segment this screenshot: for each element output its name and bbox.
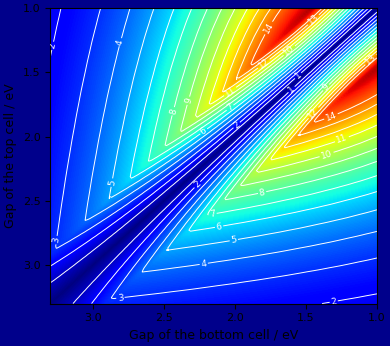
Text: 14: 14 xyxy=(262,21,275,35)
Text: 1: 1 xyxy=(286,84,297,95)
Text: 4: 4 xyxy=(200,259,207,269)
Text: 7: 7 xyxy=(209,209,216,219)
Text: 3: 3 xyxy=(52,237,61,244)
Text: 2: 2 xyxy=(192,180,202,190)
Text: 4: 4 xyxy=(115,38,126,46)
Text: 10: 10 xyxy=(320,148,333,161)
Text: 1: 1 xyxy=(293,70,303,81)
Text: 12: 12 xyxy=(257,57,271,71)
Text: 6: 6 xyxy=(216,222,223,231)
Text: 2: 2 xyxy=(330,297,337,307)
Text: 2: 2 xyxy=(48,42,58,49)
Text: 9: 9 xyxy=(183,97,193,105)
Text: 7: 7 xyxy=(225,102,235,113)
Text: 14: 14 xyxy=(324,110,338,123)
Text: 9: 9 xyxy=(321,82,332,93)
Text: 13: 13 xyxy=(306,12,321,27)
Text: 13: 13 xyxy=(363,53,378,67)
Text: 10: 10 xyxy=(282,44,296,58)
Text: 8: 8 xyxy=(168,107,178,115)
Text: 12: 12 xyxy=(306,106,321,120)
Text: 11: 11 xyxy=(223,84,238,98)
Text: 11: 11 xyxy=(335,133,349,145)
X-axis label: Gap of the bottom cell / eV: Gap of the bottom cell / eV xyxy=(129,329,298,342)
Text: 8: 8 xyxy=(258,188,266,198)
Y-axis label: Gap of the top cell / eV: Gap of the top cell / eV xyxy=(4,83,17,228)
Text: 6: 6 xyxy=(199,126,209,137)
Text: 5: 5 xyxy=(230,235,238,245)
Text: 2: 2 xyxy=(232,120,242,130)
Text: 5: 5 xyxy=(107,179,117,186)
Text: 3: 3 xyxy=(117,293,124,303)
